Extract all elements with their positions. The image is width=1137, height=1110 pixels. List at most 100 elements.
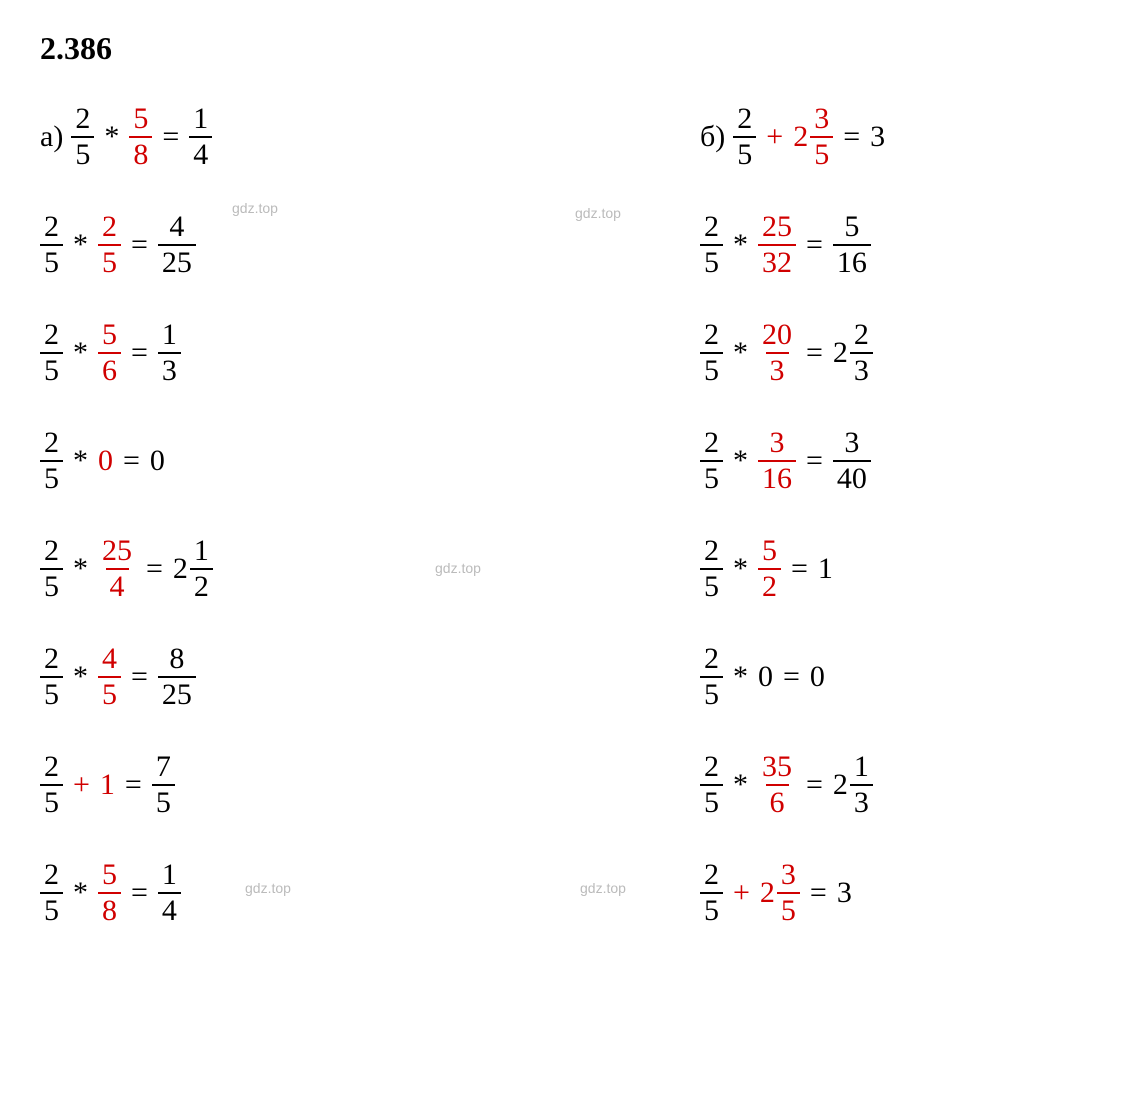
numerator: 2	[700, 320, 723, 352]
denominator: 5	[40, 784, 63, 818]
fraction: 25	[700, 752, 723, 818]
numerator: 2	[700, 536, 723, 568]
denominator: 4	[158, 892, 181, 926]
fraction: 14	[189, 104, 212, 170]
denominator: 3	[850, 352, 873, 386]
operator: *	[733, 552, 748, 586]
equals-sign: =	[806, 768, 823, 802]
fraction: 25	[40, 860, 63, 926]
numerator: 5	[129, 104, 152, 136]
whole-part: 2	[793, 120, 808, 154]
numerator: 2	[850, 320, 873, 352]
fraction: 52	[758, 536, 781, 602]
fraction: 340	[833, 428, 871, 494]
operator: *	[73, 336, 88, 370]
numerator: 1	[189, 104, 212, 136]
column-a: а)25*58=1425*25=42525*56=1325*0=025*254=…	[40, 97, 420, 961]
fraction: 254	[98, 536, 136, 602]
denominator: 5	[733, 136, 756, 170]
equals-sign: =	[131, 228, 148, 262]
equals-sign: =	[162, 120, 179, 154]
denominator: 5	[98, 244, 121, 278]
fraction: 25	[700, 212, 723, 278]
operator: +	[766, 120, 783, 154]
denominator: 5	[700, 892, 723, 926]
operator: *	[733, 228, 748, 262]
equals-sign: =	[806, 228, 823, 262]
equals-sign: =	[131, 660, 148, 694]
equation-row: 25*254=212	[40, 529, 420, 609]
equation-row: 25*52=1	[700, 529, 1080, 609]
operator: *	[73, 660, 88, 694]
mixed-number: 223	[833, 320, 873, 386]
numerator: 2	[40, 428, 63, 460]
integer: 0	[758, 660, 773, 694]
operator: *	[733, 444, 748, 478]
equation-row: 25*203=223	[700, 313, 1080, 393]
fraction: 12	[190, 536, 213, 602]
integer: 3	[870, 120, 885, 154]
equals-sign: =	[843, 120, 860, 154]
fraction: 425	[158, 212, 196, 278]
denominator: 5	[700, 352, 723, 386]
fraction: 25	[700, 320, 723, 386]
numerator: 2	[700, 428, 723, 460]
denominator: 5	[810, 136, 833, 170]
fraction: 58	[129, 104, 152, 170]
denominator: 5	[40, 244, 63, 278]
operator: *	[733, 768, 748, 802]
fraction: 203	[758, 320, 796, 386]
denominator: 5	[40, 892, 63, 926]
numerator: 2	[700, 212, 723, 244]
integer: 1	[818, 552, 833, 586]
fraction: 25	[40, 428, 63, 494]
integer: 0	[810, 660, 825, 694]
column-label: а)	[40, 120, 63, 154]
equation-row: 25*0=0	[700, 637, 1080, 717]
numerator: 3	[766, 428, 789, 460]
denominator: 3	[850, 784, 873, 818]
denominator: 5	[700, 676, 723, 710]
fraction: 25	[71, 104, 94, 170]
equation-row: 25*0=0	[40, 421, 420, 501]
fraction: 25	[40, 752, 63, 818]
fraction: 13	[850, 752, 873, 818]
operator: *	[73, 444, 88, 478]
equation-row: 25*316=340	[700, 421, 1080, 501]
fraction: 316	[758, 428, 796, 494]
operator: *	[73, 552, 88, 586]
equals-sign: =	[806, 444, 823, 478]
numerator: 2	[700, 752, 723, 784]
denominator: 5	[777, 892, 800, 926]
denominator: 8	[98, 892, 121, 926]
denominator: 5	[700, 244, 723, 278]
denominator: 6	[766, 784, 789, 818]
numerator: 2	[40, 320, 63, 352]
mixed-number: 235	[760, 860, 800, 926]
denominator: 5	[40, 676, 63, 710]
operator: *	[73, 876, 88, 910]
whole-part: 2	[173, 552, 188, 586]
numerator: 35	[758, 752, 796, 784]
numerator: 2	[40, 644, 63, 676]
denominator: 5	[152, 784, 175, 818]
numerator: 25	[758, 212, 796, 244]
mixed-number: 235	[793, 104, 833, 170]
fraction: 75	[152, 752, 175, 818]
fraction: 25	[700, 860, 723, 926]
equation-row: а)25*58=14	[40, 97, 420, 177]
integer: 3	[837, 876, 852, 910]
numerator: 20	[758, 320, 796, 352]
equation-row: 25+235=3	[700, 853, 1080, 933]
column-b: б)25+235=325*2532=51625*203=22325*316=34…	[700, 97, 1080, 961]
numerator: 1	[850, 752, 873, 784]
equals-sign: =	[806, 336, 823, 370]
numerator: 1	[190, 536, 213, 568]
equals-sign: =	[131, 876, 148, 910]
numerator: 2	[40, 212, 63, 244]
equation-row: б)25+235=3	[700, 97, 1080, 177]
denominator: 32	[758, 244, 796, 278]
columns-container: а)25*58=1425*25=42525*56=1325*0=025*254=…	[40, 97, 1097, 961]
fraction: 356	[758, 752, 796, 818]
whole-part: 2	[760, 876, 775, 910]
